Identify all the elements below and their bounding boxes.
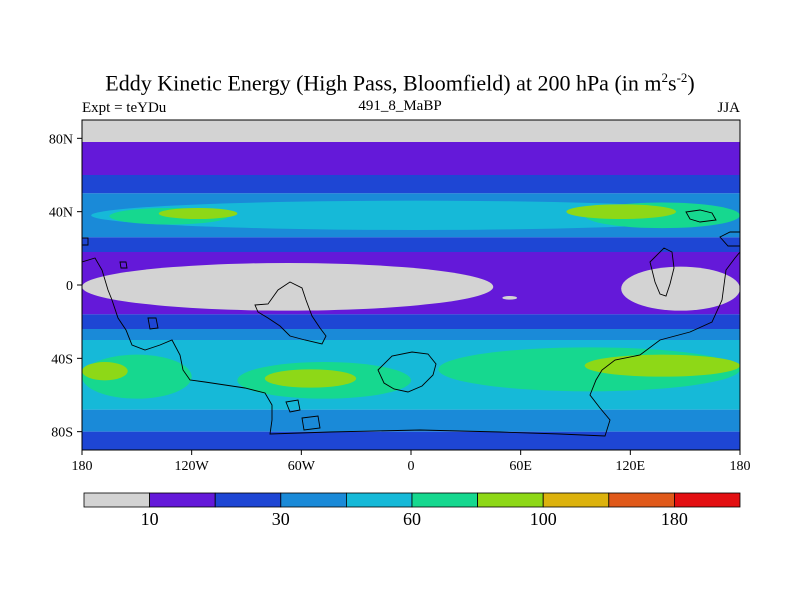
contour-band-2 [82, 175, 740, 194]
coastline-0 [82, 251, 740, 437]
contour-band-4 [82, 237, 740, 252]
contour-sh-peak-west [82, 362, 128, 381]
colorbar-swatch-0 [83, 492, 150, 508]
run-label: 491_8_MaBP [358, 98, 442, 114]
contour-nh-atlantic-peak [158, 208, 238, 219]
x-tick-label: 180 [730, 459, 751, 474]
colorbar-swatch-7 [542, 492, 610, 508]
colorbar-swatch-5 [411, 492, 478, 508]
contour-sh-peak-indian [584, 354, 740, 377]
colorbar-swatch-1 [149, 492, 216, 508]
x-tick-label: 120W [175, 459, 210, 474]
contour-band-10 [82, 431, 740, 450]
coastline-8 [285, 399, 301, 413]
colorbar-swatch-4 [345, 492, 413, 508]
colorbar-label: 100 [530, 509, 557, 529]
coastline-1 [254, 281, 327, 345]
y-tick-label: 80N [49, 132, 73, 147]
colorbar-label: 10 [141, 509, 159, 529]
colorbar-label: 30 [272, 509, 290, 529]
colorbar-swatch-8 [608, 492, 675, 508]
contour-band-0 [82, 120, 740, 142]
coastline-2 [377, 351, 437, 393]
coastline-7 [119, 261, 128, 269]
contour-tropical-low-west [82, 263, 494, 311]
x-tick-label: 60E [509, 459, 532, 474]
season-label: JJA [717, 100, 740, 116]
contour-band-1 [82, 142, 740, 175]
y-tick-label: 0 [66, 279, 73, 294]
y-tick-label: 40S [51, 352, 73, 367]
x-tick-label: 60W [288, 459, 316, 474]
colorbar-swatch-9 [674, 492, 741, 508]
coastline-3 [649, 247, 675, 297]
contour-band-6 [82, 314, 740, 329]
y-tick-label: 40N [49, 206, 73, 221]
coastline-9 [82, 237, 89, 246]
contour-band-9 [82, 409, 740, 432]
x-tick-label: 120E [616, 459, 646, 474]
y-tick-label: 80S [51, 426, 73, 441]
colorbar-label: 180 [661, 509, 688, 529]
coastline-6 [147, 317, 159, 330]
colorbar-label: 60 [403, 509, 421, 529]
x-tick-label: 0 [408, 459, 415, 474]
coastline-5 [719, 231, 740, 247]
coastline-4 [685, 209, 717, 223]
contour-band-7 [82, 329, 740, 340]
coastline-10 [301, 415, 321, 431]
contour-sh-peak-atlantic [264, 369, 357, 388]
colorbar-swatch-2 [214, 492, 282, 508]
colorbar-swatch-3 [280, 492, 347, 508]
contour-nh-pacific-peak [566, 204, 677, 220]
chart-title: Eddy Kinetic Energy (High Pass, Bloomfie… [105, 70, 695, 96]
experiment-label: Expt = teYDu [82, 100, 167, 116]
contour-tropical-low-east [621, 266, 740, 311]
contour-tropical-low-gap [502, 296, 518, 300]
colorbar-swatch-6 [477, 492, 544, 508]
x-tick-label: 180 [72, 459, 93, 474]
